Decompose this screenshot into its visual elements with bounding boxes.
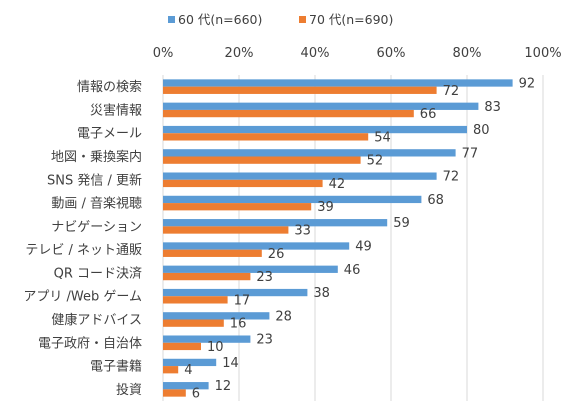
bar-70s [163,86,437,94]
bar-60s [163,288,308,297]
data-label: 33 [294,224,311,239]
bars [163,79,513,397]
data-label: 17 [234,293,251,308]
bar-60s [163,125,467,134]
bar-60s [163,312,270,320]
bar-70s [163,319,224,327]
legend: 60 代(n=660) 70 代(n=690) [168,12,393,27]
x-axis-ticks: 0% 20% 40% 60% 80% 100% [153,46,562,61]
data-label: 83 [484,100,501,115]
data-labels: 92 72 83 66 80 54 77 52 72 42 68 39 59 33 49 26 46 23 38 17… [184,76,535,401]
x-tick-label: 20% [225,46,254,61]
data-label: 4 [184,363,192,378]
legend-label: 70 代(n=690) [309,12,393,27]
data-label: 52 [367,154,384,169]
data-label: 92 [519,76,536,91]
data-label: 46 [344,263,361,278]
bar-60s [163,102,479,110]
category-label: 動画 / 音楽視聴 [51,196,142,212]
category-label: SNS 発信 / 更新 [47,172,142,188]
bar-70s [163,133,369,141]
data-label: 54 [374,130,391,145]
bar-60s [163,195,422,204]
bar-70s [163,366,179,374]
data-label: 68 [427,193,444,208]
bar-70s [163,249,262,257]
bar-60s [163,172,437,180]
data-label: 14 [222,356,239,371]
data-label: 49 [355,239,372,254]
data-label: 23 [256,333,273,348]
bar-60s [163,79,513,87]
bar-70s [163,389,186,397]
bar-70s [163,272,251,281]
category-label: 電子書籍 [90,359,142,375]
legend-swatch [299,16,306,23]
category-label: テレビ / ネット通販 [25,243,142,258]
x-tick-label: 40% [301,46,330,61]
data-label: 12 [215,379,232,394]
data-label: 59 [393,216,410,231]
category-label: 投資 [116,382,142,398]
x-tick-label: 100% [524,46,561,61]
bar-70s [163,109,414,118]
data-label: 23 [256,270,273,285]
data-label: 72 [443,84,460,99]
bar-70s [163,179,323,188]
data-label: 77 [462,146,479,161]
data-label: 80 [473,123,490,138]
category-label: QR コード決済 [54,265,142,281]
bar-60s [163,335,251,343]
bar-60s [163,358,217,367]
x-tick-label: 0% [153,46,174,61]
bar-70s [163,226,289,234]
bar-70s [163,203,312,211]
category-label: 情報の検索 [77,80,142,95]
bar-70s [163,156,361,164]
bar-60s [163,242,350,250]
bar-60s [163,149,456,157]
bar-60s [163,219,388,227]
data-label: 16 [230,317,247,332]
data-label: 42 [329,177,346,192]
x-tick-label: 60% [377,46,406,61]
data-label: 10 [207,340,224,355]
category-label: ナビゲーション [51,220,142,235]
bar-70s [163,342,201,351]
bar-60s [163,382,209,390]
category-label: 電子メール [77,127,142,142]
data-label: 28 [275,309,292,324]
data-label: 39 [317,200,334,215]
category-label: 災害情報 [90,102,142,118]
x-tick-label: 80% [453,46,482,61]
category-label: 電子政府・自治体 [38,336,142,351]
data-label: 38 [313,286,330,301]
legend-swatch [168,16,175,23]
data-label: 26 [268,247,285,262]
bar-70s [163,296,228,304]
category-label: 地図・乗換案内 [51,149,142,165]
category-label: 健康アドバイス [51,312,142,328]
data-label: 66 [420,107,437,122]
bar-60s [163,265,338,273]
category-label: アプリ /Web ゲーム [23,290,142,305]
data-label: 72 [443,170,460,185]
legend-label: 60 代(n=660) [178,12,262,27]
data-label: 6 [192,387,200,402]
